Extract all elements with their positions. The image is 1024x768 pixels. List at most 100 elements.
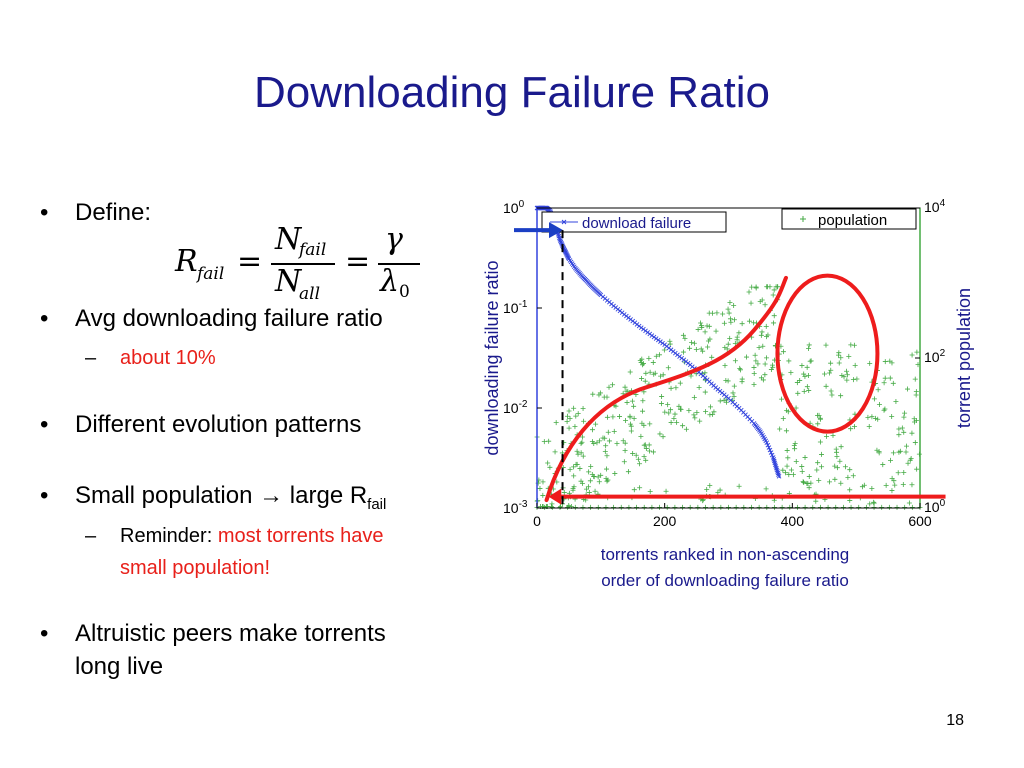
- population-point: [677, 380, 683, 386]
- population-point: [784, 447, 790, 453]
- population-point: [721, 320, 727, 326]
- population-point: [821, 371, 827, 377]
- population-point: [624, 399, 630, 405]
- population-point: [604, 466, 610, 472]
- population-point: [784, 463, 790, 469]
- blue-arrowhead: [549, 222, 563, 239]
- y-right-tick-label: 104: [924, 198, 946, 215]
- population-point: [869, 485, 875, 491]
- population-point: [876, 402, 882, 407]
- population-point: [806, 342, 812, 348]
- population-point: [779, 504, 785, 510]
- population-point: [580, 504, 586, 510]
- population-point: [639, 420, 645, 426]
- population-point: [604, 414, 610, 420]
- population-point: [819, 464, 825, 470]
- population-point: [847, 497, 853, 503]
- population-point: [866, 423, 872, 429]
- population-point: [899, 425, 905, 431]
- population-point: [830, 432, 836, 438]
- population-point: [871, 500, 877, 506]
- population-point: [692, 415, 698, 421]
- population-point: [799, 363, 805, 369]
- population-point: [668, 407, 674, 413]
- red-arrowhead: [548, 488, 562, 505]
- population-point: [914, 349, 920, 355]
- population-point: [604, 394, 610, 400]
- population-point: [875, 387, 881, 393]
- population-point: [579, 434, 585, 440]
- population-point: [751, 381, 757, 387]
- formula-fraction-bar-2: [378, 263, 420, 265]
- population-point: [751, 370, 757, 376]
- population-point: [618, 504, 624, 510]
- population-point: [909, 430, 915, 436]
- population-point: [889, 413, 895, 419]
- population-point: [567, 416, 573, 422]
- population-point: [603, 476, 609, 482]
- population-point: [680, 332, 686, 338]
- population-point: [583, 486, 589, 492]
- population-point: [806, 345, 812, 351]
- population-point: [713, 328, 719, 334]
- population-point: [605, 429, 611, 435]
- population-point: [592, 488, 598, 494]
- population-point: [914, 466, 920, 472]
- population-point: [770, 292, 776, 298]
- bullet-text-2: long live: [75, 653, 164, 680]
- population-point: [646, 448, 652, 454]
- population-point: [792, 440, 798, 446]
- population-point: [732, 358, 738, 364]
- population-point: [806, 474, 812, 480]
- population-point: [841, 374, 847, 380]
- population-point: [653, 353, 659, 359]
- population-point: [840, 504, 846, 510]
- population-point: [622, 384, 628, 390]
- population-point: [802, 374, 808, 380]
- population-point: [828, 367, 834, 373]
- population-point: [834, 449, 840, 455]
- failure-ratio-formula: R fail = N fail N all = γ λ 0: [175, 220, 435, 310]
- population-point: [815, 460, 821, 466]
- population-point: [688, 373, 694, 379]
- population-point: [604, 478, 610, 484]
- population-point: [896, 449, 902, 455]
- population-point: [804, 364, 810, 370]
- population-point: [882, 359, 888, 365]
- population-point: [865, 414, 871, 420]
- population-point: [763, 334, 769, 340]
- population-point: [722, 345, 728, 351]
- population-point: [567, 466, 573, 472]
- population-point: [640, 398, 646, 404]
- population-point: [784, 407, 790, 413]
- population-point: [613, 403, 619, 409]
- population-point: [786, 358, 792, 364]
- population-point: [647, 489, 653, 495]
- population-point: [660, 372, 666, 378]
- population-point: [707, 483, 713, 489]
- population-point: [788, 467, 794, 473]
- population-point: [876, 448, 882, 454]
- population-point: [557, 504, 563, 510]
- population-point: [733, 504, 739, 510]
- population-point: [760, 343, 766, 349]
- population-point: [595, 474, 601, 480]
- population-point: [631, 415, 637, 421]
- population-point: [890, 380, 896, 386]
- population-point: [630, 451, 636, 457]
- population-point: [731, 302, 737, 308]
- population-point: [703, 504, 709, 510]
- population-point: [894, 504, 900, 510]
- population-point: [708, 404, 714, 410]
- population-point: [650, 449, 656, 455]
- population-point: [717, 487, 723, 493]
- population-point: [658, 373, 664, 379]
- population-point: [773, 284, 779, 290]
- failure-point: [558, 239, 564, 245]
- population-point: [631, 487, 637, 493]
- population-point: [717, 398, 723, 404]
- population-point: [913, 389, 919, 395]
- population-point: [887, 375, 893, 381]
- population-point: [642, 442, 648, 448]
- population-point: [642, 378, 648, 384]
